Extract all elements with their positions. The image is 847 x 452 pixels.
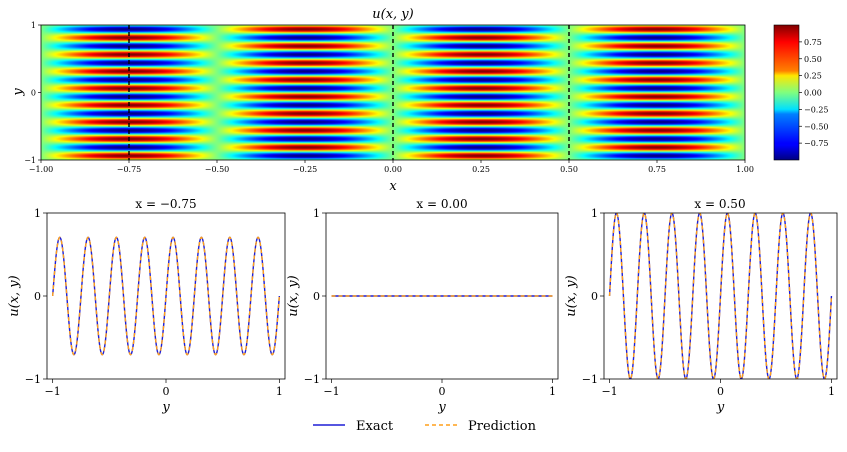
x-axis-label: y — [716, 400, 725, 415]
plot-area — [608, 213, 833, 379]
y-axis-label: u(x, y) — [7, 275, 22, 316]
x-tick-label: 0 — [439, 385, 446, 398]
y-tick-label: 0 — [34, 290, 41, 303]
x-axis-label: y — [437, 400, 446, 415]
x-tick-label: −1 — [601, 385, 617, 398]
colorbar-tick-label: −0.50 — [804, 122, 829, 131]
x-tick-label: 1 — [828, 385, 835, 398]
series-prediction-line — [608, 213, 833, 379]
y-tick-label: −1 — [582, 373, 598, 386]
heatmap-x-tick-label: 0.00 — [384, 165, 402, 174]
heatmap-y-tick-label: 0 — [31, 89, 36, 98]
colorbar-tick-label: 0.25 — [804, 72, 822, 81]
legend: Exact Prediction — [313, 419, 537, 434]
y-tick-label: 0 — [313, 290, 320, 303]
heatmap-x-tick-label: −0.25 — [293, 165, 318, 174]
colorbar-tick-label: 0.50 — [804, 55, 822, 64]
legend-prediction-label: Prediction — [468, 419, 537, 434]
y-axis-label: u(x, y) — [564, 275, 579, 316]
series-exact-line — [51, 236, 281, 356]
panel3-title: x = 0.50 — [694, 197, 745, 211]
heatmap-x-tick-label: −1.00 — [29, 165, 54, 174]
panel2-title: x = 0.00 — [416, 197, 467, 211]
legend-exact-label: Exact — [356, 419, 394, 434]
line-panel-x-0.50: x = 0.50 −1 0 1 1 0 −1 y u(x, y) — [564, 197, 838, 415]
panel1-title: x = −0.75 — [135, 197, 196, 211]
heatmap-xlabel: x — [389, 179, 397, 194]
heatmap-x-ticks: −1.00 −0.75 −0.50 −0.25 0.00 0.25 0.50 0.75 1.00 — [29, 160, 754, 174]
colorbar-gradient — [773, 24, 800, 161]
line-panel-x-0.00: x = 0.00 −1 0 1 1 0 −1 y u(x, y) — [286, 197, 559, 415]
heatmap-y-tick-label: 1 — [31, 21, 36, 30]
heatmap-x-tick-label: −0.75 — [117, 165, 142, 174]
colorbar-tick-label: 0.00 — [804, 89, 822, 98]
heatmap-ylabel: y — [11, 88, 26, 97]
heatmap-x-tick-label: −0.50 — [205, 165, 230, 174]
y-tick-label: −1 — [25, 373, 41, 386]
y-tick-label: 1 — [591, 207, 598, 220]
heatmap-y-tick-label: −1 — [24, 156, 36, 165]
colorbar-tick-label: −0.75 — [804, 139, 829, 148]
heatmap-panel: u(x, y) −1.00 −0.75 −0.50 −0.25 0.00 0.25 0.50… — [11, 7, 754, 194]
heatmap-x-tick-label: 0.50 — [560, 165, 578, 174]
x-tick-label: −1 — [323, 385, 339, 398]
line-panel-x-neg-0.75: x = −0.75 −1 0 1 1 0 −1 y u(x, y) — [7, 197, 286, 415]
heatmap-y-ticks: −1 0 1 — [24, 21, 41, 165]
x-tick-label: 1 — [549, 385, 556, 398]
colorbar-tick-label: −0.25 — [804, 105, 829, 114]
heatmap-x-tick-label: 1.00 — [736, 165, 754, 174]
x-tick-label: 0 — [163, 385, 170, 398]
y-tick-label: 0 — [591, 290, 598, 303]
plot-area — [51, 236, 281, 356]
series-prediction-line — [51, 236, 281, 356]
heatmap-title: u(x, y) — [372, 7, 413, 22]
series-exact-line — [608, 213, 833, 379]
x-tick-label: 0 — [717, 385, 724, 398]
y-tick-label: 1 — [313, 207, 320, 220]
x-tick-label: −1 — [45, 385, 61, 398]
y-tick-label: −1 — [304, 373, 320, 386]
heatmap-cut-lines — [128, 25, 570, 160]
heatmap-x-tick-label: 0.75 — [648, 165, 666, 174]
colorbar-tick-label: 0.75 — [804, 38, 822, 47]
y-axis-label: u(x, y) — [286, 275, 301, 316]
x-tick-label: 1 — [276, 385, 283, 398]
x-axis-label: y — [161, 400, 170, 415]
y-tick-label: 1 — [34, 207, 41, 220]
heatmap-x-tick-label: 0.25 — [472, 165, 490, 174]
colorbar: 0.75 0.50 0.25 0.00 −0.25 −0.50 −0.75 — [773, 24, 829, 161]
colorbar-ticks: 0.75 0.50 0.25 0.00 −0.25 −0.50 −0.75 — [799, 38, 829, 148]
